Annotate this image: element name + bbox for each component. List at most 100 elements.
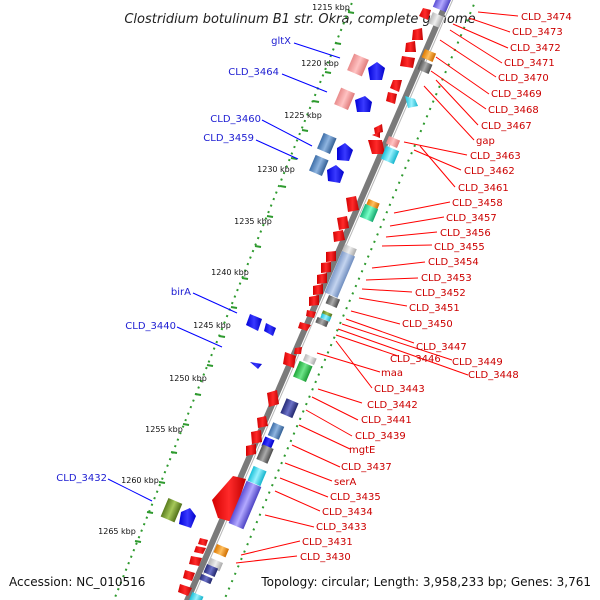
gene-label-right[interactable]: CLD_3455	[434, 242, 485, 253]
gene-label-right[interactable]: CLD_3469	[491, 89, 542, 100]
gene-CLD_3440[interactable]	[250, 362, 262, 369]
gene-box[interactable]	[247, 465, 267, 487]
gene-label-left[interactable]: CLD_3459	[203, 133, 254, 144]
gene-arrow[interactable]	[198, 538, 208, 546]
gene-box[interactable]	[359, 203, 379, 223]
gene-label-right[interactable]: CLD_3443	[374, 384, 425, 395]
gene-label-right[interactable]: CLD_3470	[498, 73, 549, 84]
gene-arrow[interactable]	[355, 96, 372, 112]
gene-label-right[interactable]: CLD_3447	[416, 342, 467, 353]
gene-arrow[interactable]	[294, 347, 302, 354]
gene-box[interactable]	[432, 0, 452, 13]
gene-label-right[interactable]: CLD_3450	[402, 319, 453, 330]
gene-label-right[interactable]: serA	[334, 477, 356, 488]
gene-arrow[interactable]	[346, 196, 359, 212]
gene-arrow[interactable]	[257, 416, 268, 428]
gene-label-right[interactable]: CLD_3449	[452, 357, 503, 368]
gene-label-right[interactable]: CLD_3454	[428, 257, 479, 268]
gene-arrow[interactable]	[405, 41, 416, 52]
gene-arrow[interactable]	[386, 92, 397, 104]
gene-box[interactable]	[207, 557, 224, 572]
gene-box[interactable]	[428, 12, 444, 28]
gene-label-right[interactable]: CLD_3471	[504, 58, 555, 69]
gene-arrow[interactable]	[298, 322, 311, 331]
gene-label-right[interactable]: CLD_3452	[415, 288, 466, 299]
gene-arrow[interactable]	[317, 273, 327, 284]
gene-label-right[interactable]: CLD_3439	[355, 431, 406, 442]
gene-arrow[interactable]	[333, 230, 345, 242]
gene-birA[interactable]	[246, 314, 262, 331]
gene-arrow[interactable]	[327, 165, 344, 183]
gene-label-right[interactable]: CLD_3448	[468, 370, 519, 381]
gene-label-left[interactable]: birA	[171, 287, 191, 298]
gene-box[interactable]	[199, 573, 213, 585]
gene-label-right[interactable]: CLD_3474	[521, 12, 572, 23]
gene-arrow[interactable]	[309, 295, 319, 306]
gene-label-left[interactable]: gltX	[271, 36, 291, 47]
gene-box-long[interactable]	[228, 480, 262, 530]
gene-label-right[interactable]: CLD_3433	[316, 522, 367, 533]
gene-arrow[interactable]	[326, 251, 336, 262]
gene-arrow[interactable]	[372, 132, 380, 138]
gene-label-right[interactable]: CLD_3431	[302, 537, 353, 548]
gene-arrow-large[interactable]	[212, 476, 246, 522]
gene-label-right[interactable]: CLD_3446	[390, 354, 441, 365]
gene-label-right[interactable]: CLD_3430	[300, 552, 351, 563]
gene-box-CLD_3460[interactable]	[317, 132, 337, 155]
gene-arrow[interactable]	[368, 140, 385, 154]
gene-box-CLD_3459[interactable]	[309, 154, 329, 177]
gene-arrow[interactable]	[264, 323, 276, 336]
gene-label-right[interactable]: CLD_3458	[452, 198, 503, 209]
gene-box[interactable]	[188, 592, 204, 600]
gene-arrow[interactable]	[419, 8, 431, 20]
gene-arrow[interactable]	[283, 352, 296, 368]
gene-label-right[interactable]: CLD_3467	[481, 121, 532, 132]
gene-box-long[interactable]	[324, 251, 356, 298]
gene-box[interactable]	[325, 294, 341, 308]
gene-box-gltX[interactable]	[347, 53, 369, 77]
gene-label-right[interactable]: CLD_3463	[470, 151, 521, 162]
gene-label-right[interactable]: gap	[476, 136, 495, 147]
gene-label-right[interactable]: CLD_3434	[322, 507, 373, 518]
gene-arrow[interactable]	[321, 262, 331, 273]
gene-label-right[interactable]: CLD_3461	[458, 183, 509, 194]
gene-arrow[interactable]	[390, 80, 402, 92]
gene-arrow[interactable]	[368, 62, 385, 80]
gene-label-left[interactable]: CLD_3432	[56, 473, 107, 484]
gene-arrow[interactable]	[313, 284, 323, 295]
gene-box[interactable]	[417, 60, 433, 74]
gene-box[interactable]	[320, 313, 332, 322]
gene-box[interactable]	[203, 563, 219, 577]
gene-arrow[interactable]	[374, 124, 383, 134]
gene-arrow[interactable]	[306, 310, 316, 318]
gene-arrow[interactable]	[189, 556, 202, 566]
gene-box-CLD_3432[interactable]	[160, 498, 183, 523]
gene-box[interactable]	[302, 353, 317, 366]
gene-arrow[interactable]	[179, 508, 196, 528]
gene-label-right[interactable]: CLD_3453	[421, 273, 472, 284]
gene-label-right[interactable]: CLD_3442	[367, 400, 418, 411]
gene-label-right[interactable]: maa	[381, 368, 403, 379]
gene-arrow[interactable]	[194, 546, 206, 554]
gene-arrow[interactable]	[183, 570, 195, 581]
gene-box[interactable]	[385, 135, 401, 149]
gene-box[interactable]	[366, 198, 380, 210]
gene-label-left[interactable]: CLD_3460	[210, 114, 261, 125]
gene-label-left[interactable]: CLD_3440	[125, 321, 176, 332]
gene-label-right[interactable]: CLD_3462	[464, 166, 515, 177]
gene-label-right[interactable]: CLD_3456	[440, 228, 491, 239]
gene-label-right[interactable]: CLD_3472	[510, 43, 561, 54]
gene-arrow[interactable]	[251, 430, 262, 444]
gene-box[interactable]	[380, 145, 400, 165]
gene-arrow[interactable]	[400, 56, 415, 68]
gene-label-right[interactable]: CLD_3468	[488, 105, 539, 116]
gene-label-right[interactable]: CLD_3451	[409, 303, 460, 314]
gene-box[interactable]	[267, 422, 285, 440]
gene-arrow[interactable]	[337, 216, 349, 230]
gene-arrow[interactable]	[178, 584, 192, 596]
gene-label-right[interactable]: CLD_3437	[341, 462, 392, 473]
gene-box[interactable]	[293, 360, 313, 383]
gene-box[interactable]	[256, 444, 274, 464]
gene-label-right[interactable]: mgtE	[349, 445, 375, 456]
gene-box[interactable]	[315, 316, 329, 328]
